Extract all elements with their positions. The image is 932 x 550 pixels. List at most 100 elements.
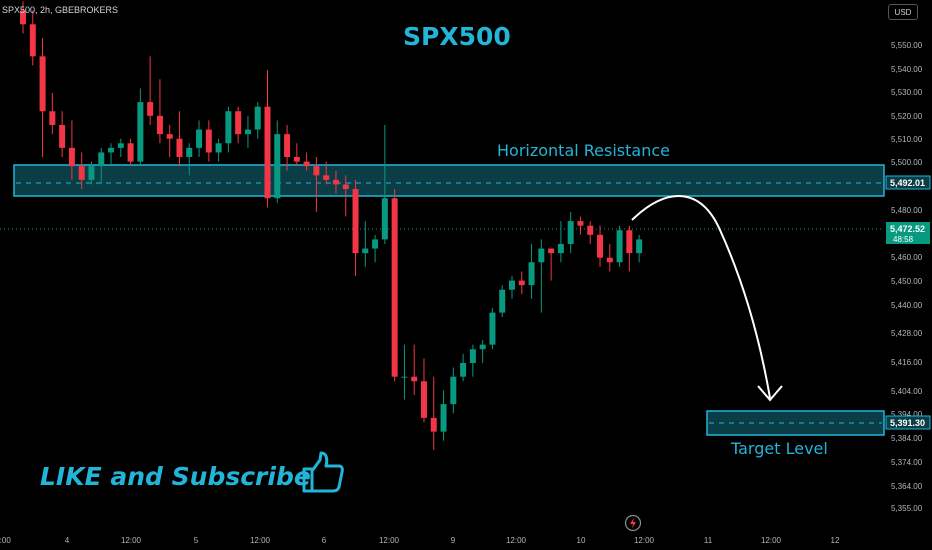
candle	[597, 225, 604, 267]
current-price-text: 5,472.52	[890, 224, 925, 234]
candle-body	[196, 129, 203, 148]
symbol-header: SPX500, 2h, GBEBROKERS	[2, 5, 119, 15]
candle-body	[88, 166, 95, 180]
candle	[538, 239, 545, 313]
candle	[59, 111, 66, 158]
price-tick-label: 5,384.00	[891, 434, 923, 443]
candle-body	[606, 257, 613, 263]
candle	[518, 271, 525, 295]
candle-body	[205, 129, 212, 153]
candle-body	[254, 106, 261, 130]
candle	[332, 170, 339, 194]
candle	[39, 38, 46, 158]
candle-body	[156, 115, 163, 135]
candle-body	[577, 221, 584, 226]
time-tick-label: 12:00	[506, 536, 527, 545]
candle-body	[127, 143, 134, 162]
time-tick-label: 4	[65, 536, 70, 545]
candle	[20, 1, 26, 34]
candle-body	[499, 289, 506, 313]
price-axis[interactable]: 5,550.00 5,540.00 5,530.00 5,520.00 5,510.00…	[891, 41, 923, 513]
time-tick-label: 5	[194, 536, 199, 545]
candle	[362, 221, 369, 267]
target-price-text: 5,391.30	[890, 418, 925, 428]
candle	[440, 390, 447, 441]
lightning-icon[interactable]	[624, 514, 642, 532]
candle-body	[59, 124, 66, 148]
currency-button[interactable]: USD	[888, 4, 918, 20]
candle	[49, 92, 56, 135]
candle-body	[225, 111, 232, 144]
candle	[215, 138, 222, 162]
thumbs-up-icon	[302, 451, 344, 493]
chart-title: SPX500	[403, 22, 511, 51]
candle-body	[166, 134, 173, 139]
candle-body	[518, 280, 525, 286]
candle	[489, 308, 496, 350]
candle	[460, 353, 467, 382]
time-tick-label: 12:00	[379, 536, 400, 545]
candle-body	[176, 138, 183, 158]
time-tick-label: 12:00	[121, 536, 142, 545]
candle	[567, 211, 574, 254]
candle-body	[20, 10, 26, 25]
candle-body	[509, 280, 515, 290]
candle	[176, 111, 183, 167]
price-tick-label: 5,520.00	[891, 112, 923, 121]
resistance-label: Horizontal Resistance	[497, 141, 670, 160]
candle-body	[293, 157, 300, 162]
projection-arrow	[631, 195, 771, 399]
resistance-zone	[13, 164, 885, 197]
candle	[469, 344, 476, 377]
price-tick-label: 5,440.00	[891, 301, 923, 310]
candle	[205, 120, 212, 162]
candle	[626, 225, 633, 272]
candle-body	[108, 147, 115, 153]
candle	[147, 56, 154, 125]
candle	[117, 138, 124, 158]
candle	[156, 79, 163, 144]
price-tick-label: 5,404.00	[891, 387, 923, 396]
candle	[186, 143, 193, 176]
candle-body	[479, 344, 486, 350]
candle	[557, 221, 564, 263]
candle	[616, 225, 623, 267]
time-tick-label: 6	[322, 536, 327, 545]
time-axis[interactable]: 2:00 4 12:00 5 12:00 6 12:00 9 12:00 10 12:00 11 12:…	[0, 536, 840, 545]
candle-body	[264, 106, 271, 199]
resistance-price-tag: 5,492.01	[885, 175, 931, 190]
candle	[499, 285, 506, 318]
candle-body	[137, 102, 144, 162]
time-tick-label: 11	[704, 536, 713, 545]
candle-body	[557, 243, 564, 254]
zones-layer	[0, 164, 885, 436]
candle-body	[98, 152, 105, 167]
like-subscribe-text: LIKE and Subscribe	[40, 462, 311, 491]
target-label: Target Level	[731, 439, 828, 458]
candle-body	[352, 189, 359, 254]
time-tick-label: 9	[451, 536, 456, 545]
price-tick-label: 5,450.00	[891, 277, 923, 286]
candle	[420, 358, 427, 423]
candle-body	[29, 24, 36, 57]
candle	[235, 106, 242, 144]
candle-body	[616, 230, 623, 263]
candle-body	[391, 198, 398, 377]
candle	[127, 138, 134, 167]
candle	[313, 157, 320, 212]
price-tick-label: 5,394.00	[891, 410, 923, 419]
candle	[479, 340, 486, 363]
candle-body	[381, 198, 388, 240]
candle	[548, 248, 555, 281]
candle-body	[372, 239, 379, 249]
candle	[391, 189, 398, 382]
resistance-price-text: 5,492.01	[890, 178, 925, 188]
candle	[450, 367, 457, 414]
candle-body	[332, 179, 339, 185]
candle	[303, 152, 310, 171]
candle-body	[450, 376, 457, 405]
candle-body	[117, 143, 124, 148]
candle-body	[401, 376, 408, 378]
candle	[293, 143, 300, 167]
